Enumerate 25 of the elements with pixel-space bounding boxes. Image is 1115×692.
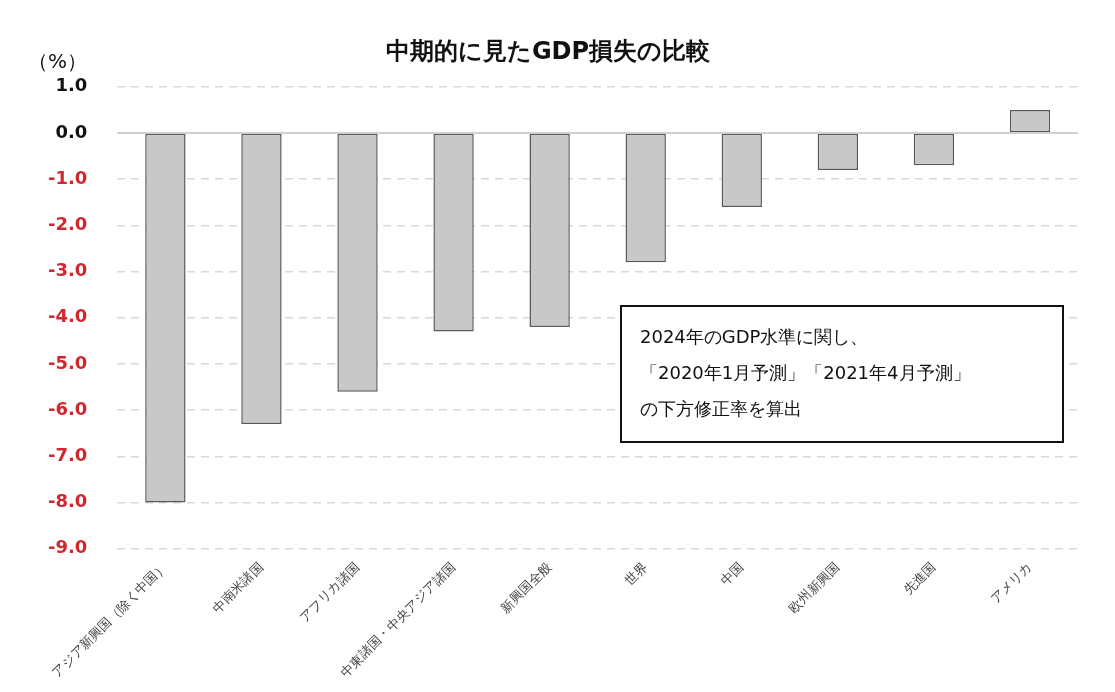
- y-tick-label: -8.0: [48, 490, 88, 512]
- x-tick-label: 世界: [621, 559, 651, 589]
- y-tick-label: -9.0: [48, 536, 88, 558]
- y-tick-label: -6.0: [48, 397, 88, 419]
- y-tick-label: -4.0: [48, 305, 88, 327]
- x-tick-label: 欧州新興国: [785, 559, 843, 616]
- annotation: 「2020年1月予測」「2021年4月予測」: [640, 361, 971, 385]
- x-tick-label: 中国: [717, 559, 747, 589]
- y-axis-title: （%）: [28, 48, 88, 75]
- y-tick-label: -5.0: [48, 351, 88, 373]
- y-tick-label: 1.0: [55, 74, 88, 96]
- x-tick-label: 新興国全般: [497, 559, 555, 616]
- y-tick-label: -7.0: [48, 443, 88, 465]
- x-tick-label: アメリカ: [987, 559, 1035, 607]
- x-tick-label: アジア新興国（除く中国）: [48, 559, 170, 680]
- y-tick-label: -1.0: [48, 166, 88, 188]
- x-tick-label: 中南米諸国: [209, 559, 266, 616]
- annotation: 2024年のGDP水準に関し、: [640, 325, 870, 349]
- x-tick-label: アフリカ諸国: [296, 559, 363, 625]
- chart-title: 中期的に見たGDP損失の比較: [385, 36, 712, 65]
- y-tick-label: 0.0: [55, 120, 88, 142]
- x-tick-label: 先進国: [900, 559, 939, 598]
- annotation: の下方修正率を算出: [640, 397, 803, 421]
- y-tick-label: -2.0: [48, 213, 88, 235]
- y-tick-label: -3.0: [48, 259, 88, 281]
